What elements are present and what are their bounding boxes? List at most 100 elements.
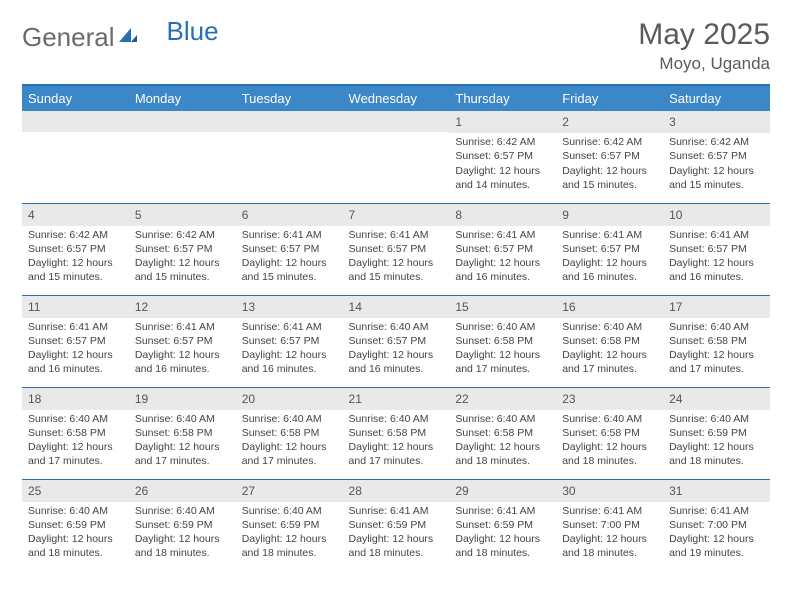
sunset-text: Sunset: 6:57 PM [28, 334, 123, 348]
calendar-head: SundayMondayTuesdayWednesdayThursdayFrid… [22, 85, 770, 111]
day-number: 16 [556, 296, 663, 318]
day-details: Sunrise: 6:42 AMSunset: 6:57 PMDaylight:… [556, 133, 663, 196]
calendar-day-cell: 15Sunrise: 6:40 AMSunset: 6:58 PMDayligh… [449, 295, 556, 387]
day-number: 20 [236, 388, 343, 410]
calendar-day-cell: 13Sunrise: 6:41 AMSunset: 6:57 PMDayligh… [236, 295, 343, 387]
sunset-text: Sunset: 6:58 PM [562, 426, 657, 440]
day-number: 10 [663, 204, 770, 226]
sunset-text: Sunset: 6:57 PM [455, 242, 550, 256]
calendar-day-cell [236, 111, 343, 203]
calendar-day-cell: 11Sunrise: 6:41 AMSunset: 6:57 PMDayligh… [22, 295, 129, 387]
day-number: 1 [449, 111, 556, 133]
day-number: 17 [663, 296, 770, 318]
calendar-day-cell: 14Sunrise: 6:40 AMSunset: 6:57 PMDayligh… [343, 295, 450, 387]
day-number: 24 [663, 388, 770, 410]
sunset-text: Sunset: 6:58 PM [455, 426, 550, 440]
calendar-week-row: 4Sunrise: 6:42 AMSunset: 6:57 PMDaylight… [22, 203, 770, 295]
day-number: 6 [236, 204, 343, 226]
calendar-day-cell [129, 111, 236, 203]
sunrise-text: Sunrise: 6:41 AM [455, 228, 550, 242]
day-details: Sunrise: 6:40 AMSunset: 6:59 PMDaylight:… [236, 502, 343, 565]
sunrise-text: Sunrise: 6:40 AM [349, 320, 444, 334]
daylight-text: Daylight: 12 hours and 18 minutes. [455, 532, 550, 560]
day-details: Sunrise: 6:40 AMSunset: 6:58 PMDaylight:… [22, 410, 129, 473]
calendar-day-cell: 23Sunrise: 6:40 AMSunset: 6:58 PMDayligh… [556, 387, 663, 479]
sunrise-text: Sunrise: 6:41 AM [242, 320, 337, 334]
sunset-text: Sunset: 6:57 PM [669, 149, 764, 163]
calendar-body: 1Sunrise: 6:42 AMSunset: 6:57 PMDaylight… [22, 111, 770, 571]
sunrise-text: Sunrise: 6:40 AM [242, 504, 337, 518]
daylight-text: Daylight: 12 hours and 17 minutes. [455, 348, 550, 376]
day-details: Sunrise: 6:41 AMSunset: 6:57 PMDaylight:… [129, 318, 236, 381]
day-details: Sunrise: 6:42 AMSunset: 6:57 PMDaylight:… [663, 133, 770, 196]
calendar-day-cell: 9Sunrise: 6:41 AMSunset: 6:57 PMDaylight… [556, 203, 663, 295]
day-details: Sunrise: 6:40 AMSunset: 6:59 PMDaylight:… [663, 410, 770, 473]
day-number: 21 [343, 388, 450, 410]
daylight-text: Daylight: 12 hours and 15 minutes. [669, 164, 764, 192]
day-number: 28 [343, 480, 450, 502]
sunrise-text: Sunrise: 6:42 AM [135, 228, 230, 242]
day-number: 18 [22, 388, 129, 410]
sunrise-text: Sunrise: 6:40 AM [135, 412, 230, 426]
daylight-text: Daylight: 12 hours and 15 minutes. [562, 164, 657, 192]
sunset-text: Sunset: 6:57 PM [242, 242, 337, 256]
day-number: 27 [236, 480, 343, 502]
day-details: Sunrise: 6:41 AMSunset: 6:57 PMDaylight:… [343, 226, 450, 289]
page-header: General Blue May 2025 Moyo, Uganda [22, 18, 770, 74]
daylight-text: Daylight: 12 hours and 18 minutes. [28, 532, 123, 560]
day-details: Sunrise: 6:42 AMSunset: 6:57 PMDaylight:… [449, 133, 556, 196]
calendar-table: SundayMondayTuesdayWednesdayThursdayFrid… [22, 84, 770, 571]
sunrise-text: Sunrise: 6:40 AM [28, 412, 123, 426]
sunrise-text: Sunrise: 6:41 AM [349, 228, 444, 242]
day-number: 31 [663, 480, 770, 502]
daylight-text: Daylight: 12 hours and 18 minutes. [135, 532, 230, 560]
calendar-day-cell: 20Sunrise: 6:40 AMSunset: 6:58 PMDayligh… [236, 387, 343, 479]
sunset-text: Sunset: 6:57 PM [349, 242, 444, 256]
weekday-header: Thursday [449, 85, 556, 111]
day-number: 14 [343, 296, 450, 318]
day-details: Sunrise: 6:40 AMSunset: 6:58 PMDaylight:… [556, 318, 663, 381]
sunrise-text: Sunrise: 6:41 AM [349, 504, 444, 518]
sunrise-text: Sunrise: 6:42 AM [28, 228, 123, 242]
calendar-day-cell: 12Sunrise: 6:41 AMSunset: 6:57 PMDayligh… [129, 295, 236, 387]
sunset-text: Sunset: 6:58 PM [135, 426, 230, 440]
sunrise-text: Sunrise: 6:40 AM [455, 412, 550, 426]
calendar-day-cell: 7Sunrise: 6:41 AMSunset: 6:57 PMDaylight… [343, 203, 450, 295]
calendar-day-cell: 19Sunrise: 6:40 AMSunset: 6:58 PMDayligh… [129, 387, 236, 479]
sunset-text: Sunset: 6:59 PM [28, 518, 123, 532]
sunrise-text: Sunrise: 6:42 AM [455, 135, 550, 149]
sunset-text: Sunset: 6:58 PM [349, 426, 444, 440]
daylight-text: Daylight: 12 hours and 16 minutes. [669, 256, 764, 284]
day-number: 9 [556, 204, 663, 226]
sunset-text: Sunset: 6:58 PM [242, 426, 337, 440]
daylight-text: Daylight: 12 hours and 17 minutes. [135, 440, 230, 468]
day-number: 3 [663, 111, 770, 133]
sunrise-text: Sunrise: 6:40 AM [135, 504, 230, 518]
calendar-day-cell: 27Sunrise: 6:40 AMSunset: 6:59 PMDayligh… [236, 479, 343, 571]
sunrise-text: Sunrise: 6:41 AM [669, 504, 764, 518]
month-title: May 2025 [638, 18, 770, 52]
day-number [236, 111, 343, 132]
sunrise-text: Sunrise: 6:40 AM [562, 320, 657, 334]
sunrise-text: Sunrise: 6:42 AM [669, 135, 764, 149]
daylight-text: Daylight: 12 hours and 17 minutes. [562, 348, 657, 376]
calendar-day-cell: 2Sunrise: 6:42 AMSunset: 6:57 PMDaylight… [556, 111, 663, 203]
weekday-header: Friday [556, 85, 663, 111]
calendar-day-cell: 24Sunrise: 6:40 AMSunset: 6:59 PMDayligh… [663, 387, 770, 479]
calendar-day-cell: 6Sunrise: 6:41 AMSunset: 6:57 PMDaylight… [236, 203, 343, 295]
sunset-text: Sunset: 7:00 PM [562, 518, 657, 532]
calendar-day-cell: 22Sunrise: 6:40 AMSunset: 6:58 PMDayligh… [449, 387, 556, 479]
sunset-text: Sunset: 6:57 PM [669, 242, 764, 256]
day-details: Sunrise: 6:41 AMSunset: 6:59 PMDaylight:… [449, 502, 556, 565]
sunrise-text: Sunrise: 6:40 AM [669, 412, 764, 426]
daylight-text: Daylight: 12 hours and 14 minutes. [455, 164, 550, 192]
calendar-week-row: 18Sunrise: 6:40 AMSunset: 6:58 PMDayligh… [22, 387, 770, 479]
calendar-day-cell: 28Sunrise: 6:41 AMSunset: 6:59 PMDayligh… [343, 479, 450, 571]
calendar-day-cell: 21Sunrise: 6:40 AMSunset: 6:58 PMDayligh… [343, 387, 450, 479]
day-number: 13 [236, 296, 343, 318]
daylight-text: Daylight: 12 hours and 17 minutes. [349, 440, 444, 468]
calendar-day-cell: 4Sunrise: 6:42 AMSunset: 6:57 PMDaylight… [22, 203, 129, 295]
sunrise-text: Sunrise: 6:40 AM [242, 412, 337, 426]
day-number: 4 [22, 204, 129, 226]
daylight-text: Daylight: 12 hours and 17 minutes. [669, 348, 764, 376]
